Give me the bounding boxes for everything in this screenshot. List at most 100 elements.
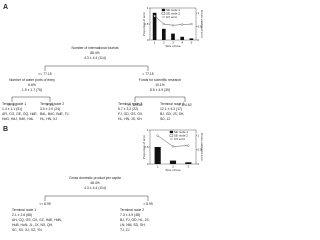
y-tick-label: 0 — [147, 162, 149, 166]
y2-axis-label: Cross-validated error — [200, 133, 204, 161]
legend-label: SE node 2 — [174, 133, 188, 137]
node-text: LN, NM, SD, SH, — [120, 223, 146, 227]
cv-point — [171, 24, 175, 27]
x-tick-label: 2 — [163, 40, 165, 44]
node-text: 2.1 ± 2.6 (66) — [12, 213, 32, 217]
split-label: > 8.99 — [143, 202, 153, 206]
bar — [152, 12, 157, 41]
y-axis-label: Proportion of error — [142, 12, 146, 36]
legend-label: CV error — [166, 15, 177, 19]
x-tick-label: 2 — [172, 164, 174, 168]
node-text: 7.3 ± 4.9 (48) — [120, 213, 140, 217]
x-tick-label: 3 — [187, 164, 189, 168]
node-text: HL, HN, JS, SH — [118, 117, 142, 121]
panel-label: B — [3, 126, 8, 133]
node-text: 1.4 ± 1.1 (51) — [2, 107, 22, 111]
y2-tick-label: 0 — [198, 38, 200, 42]
legend-label: CV error — [174, 137, 185, 141]
y2-axis-label: Cross-validated error — [200, 10, 204, 38]
node-text: Terminal node 4 — [160, 102, 184, 106]
node-text: HL, HN, XJ — [40, 117, 57, 121]
cv-point — [171, 145, 175, 148]
node-text: SD, ZJ — [160, 117, 171, 121]
x-tick-label: 5 — [191, 40, 193, 44]
node-text: 5.7 ± 3.2 (22) — [118, 107, 138, 111]
node-text: 48.4% — [90, 181, 100, 185]
legend-swatch — [169, 130, 174, 134]
node-text: Terminal node 1 — [12, 208, 36, 212]
legend-label: SE node 2 — [166, 11, 180, 15]
node-text: HuB, HuN, JL, JX, NX, QH, — [12, 223, 53, 227]
cv-point — [153, 14, 156, 18]
split-label: > 1.5 — [46, 103, 54, 107]
legend-label: SE node 1 — [174, 130, 188, 134]
x-axis-label: Size of tree — [165, 44, 181, 48]
node-text: BJ, GD, JS, SH, — [160, 112, 184, 116]
y-tick-label: 0.5 — [144, 145, 149, 149]
node-text: SC, SX, XJ, XZ, YN — [12, 228, 42, 232]
split-label: > 124.62 — [178, 103, 191, 107]
bar — [161, 28, 166, 40]
bar — [185, 162, 192, 164]
node-text: BJ, FJ, GD, HL, JS, — [120, 218, 150, 222]
legend-label: SE node 1 — [166, 8, 180, 12]
node-text: FJ, GD, GS, GX, — [118, 112, 143, 116]
cv-point — [190, 22, 193, 26]
legend-swatch — [161, 12, 166, 15]
x-tick-label: 1 — [157, 164, 159, 168]
y-tick-label: 0 — [147, 38, 149, 42]
node-text: TJ, ZJ — [120, 228, 130, 232]
node-text: 1.9 ± 1.7 (75) — [22, 88, 42, 92]
node-text: HdG, HdJ, HdK, HdL — [2, 117, 34, 121]
cv-point — [187, 144, 190, 147]
node-text: 3.0 ± 2.0 (24) — [40, 107, 60, 111]
y2-tick-label: 0.5 — [198, 148, 203, 152]
y-tick-label: 1 — [147, 6, 149, 10]
y-tick-label: 0.5 — [144, 22, 149, 26]
node-text: 10.1% — [155, 83, 165, 87]
node-text: AH, CQ, GS, GX, GZ, HdE, HdN, — [12, 218, 62, 222]
y2-tick-label: 0.5 — [198, 24, 203, 28]
y2-tick-label: 0 — [198, 162, 200, 166]
y2-tick-label: 1 — [198, 11, 200, 15]
split-label: <= 124.62 — [127, 103, 142, 107]
split-label: > 77.15 — [142, 72, 154, 76]
node-text: Funds for scientific research — [139, 78, 182, 82]
node-text: 8.5 ± 4.9 (39) — [150, 88, 170, 92]
node-text: BdL, BdC, BdE, FJ, — [40, 112, 69, 116]
node-text: 88.4% — [90, 51, 100, 55]
bar — [171, 33, 175, 40]
split-label: <= 77.15 — [38, 72, 52, 76]
split-label: <= 8.99 — [39, 202, 51, 206]
node-text: 4.3 ± 4.4 (114) — [84, 186, 106, 190]
legend-swatch — [161, 8, 166, 12]
cv-point — [181, 23, 184, 26]
node-text: 4.3 ± 4.4 (114) — [84, 56, 106, 60]
node-text: Number of water ports of entry — [9, 78, 55, 82]
x-tick-label: 4 — [181, 40, 183, 44]
panel-label: A — [3, 4, 8, 11]
y2-tick-label: 1 — [198, 133, 200, 137]
bar — [154, 147, 161, 164]
y-axis-label: Proportion of error — [142, 135, 146, 159]
x-tick-label: 3 — [172, 40, 174, 44]
node-text: Terminal node 2 — [120, 208, 144, 212]
node-text: Number of international tourists — [71, 46, 118, 50]
legend-swatch — [169, 134, 174, 137]
node-text: 12.1 ± 4.3 (17) — [160, 107, 182, 111]
cv-point — [156, 134, 159, 137]
node-text: AFI, CG, GE, GQ, HdE, — [2, 112, 38, 116]
node-text: Terminal node 3 — [118, 102, 142, 106]
bar — [169, 160, 177, 164]
node-text: Gross domestic product per capita — [69, 176, 121, 180]
node-text: 6.6% — [28, 83, 36, 87]
bar — [180, 36, 185, 40]
x-tick-label: 1 — [154, 40, 156, 44]
x-axis-label: Size of tree — [165, 168, 181, 172]
y-tick-label: 1 — [147, 128, 149, 132]
node-text: Terminal node 2 — [40, 102, 64, 106]
cv-point — [162, 22, 165, 26]
split-label: <= 1.5 — [7, 103, 17, 107]
node-text: Terminal node 1 — [2, 102, 26, 106]
